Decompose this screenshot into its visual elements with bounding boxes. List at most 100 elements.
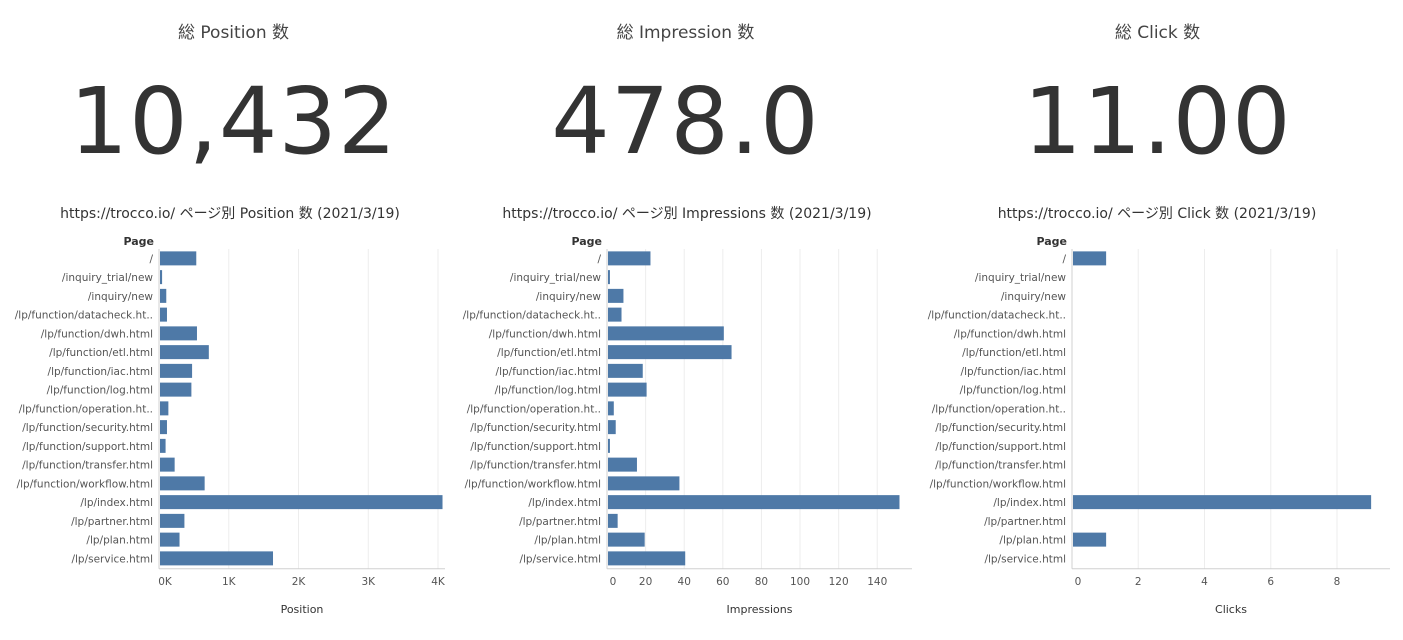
tick-label: 100	[790, 576, 810, 588]
tick-label: 1K	[222, 576, 237, 588]
category-label: /lp/index.html	[80, 497, 153, 509]
tick-label: 3K	[361, 576, 376, 588]
category-label: /lp/function/support.html	[935, 441, 1066, 453]
kpi-title: 総 Position 数	[178, 23, 289, 43]
category-label: /lp/function/etl.html	[962, 347, 1066, 359]
tick-label: 120	[829, 576, 849, 588]
bar	[608, 251, 651, 266]
bar	[160, 551, 274, 566]
x-axis-title: Position	[281, 603, 324, 616]
tick-label: 4K	[431, 576, 446, 588]
category-label: /lp/partner.html	[984, 516, 1066, 528]
category-label: /lp/plan.html	[86, 535, 153, 547]
category-header: Page	[123, 235, 154, 248]
category-label: /lp/function/iac.html	[496, 366, 601, 378]
category-label: /lp/partner.html	[71, 516, 153, 528]
bar	[608, 326, 724, 341]
category-label: /lp/function/security.html	[22, 422, 153, 434]
bar	[1073, 251, 1107, 266]
category-label: /	[1062, 253, 1066, 265]
tick-label: 80	[755, 576, 768, 588]
category-label: /lp/function/datacheck.ht..	[15, 310, 153, 322]
tick-label: 20	[639, 576, 652, 588]
bar	[160, 288, 167, 303]
bar	[160, 513, 185, 528]
tick-label: 140	[867, 576, 887, 588]
category-label: /lp/function/iac.html	[961, 366, 1066, 378]
impressions-bar-chart: Page / /inquiry_trial/new/inquiry/new/lp/f…	[463, 235, 912, 616]
category-label: /lp/function/support.html	[470, 441, 601, 453]
tick-label: 0K	[158, 576, 173, 588]
bar	[608, 551, 686, 566]
category-label: /lp/index.html	[528, 497, 601, 509]
category-label: /lp/function/datacheck.ht..	[928, 310, 1066, 322]
category-label: /lp/service.html	[984, 553, 1066, 565]
bar	[608, 363, 643, 378]
tick-label: 40	[678, 576, 691, 588]
tick-label: 60	[716, 576, 729, 588]
bar	[608, 345, 732, 360]
chart-title-impressions: https://trocco.io/ ページ別 Impressions 数 (2…	[502, 206, 872, 222]
bar	[160, 270, 163, 285]
bar	[160, 401, 169, 416]
category-label: /lp/function/operation.ht..	[467, 403, 601, 415]
category-label: /lp/function/operation.ht..	[19, 403, 153, 415]
bar	[160, 457, 175, 472]
category-label: /lp/plan.html	[999, 535, 1066, 547]
category-label: /lp/function/support.html	[22, 441, 153, 453]
category-label: /lp/function/security.html	[470, 422, 601, 434]
category-label: /lp/function/log.html	[960, 385, 1066, 397]
tick-label: 2K	[292, 576, 307, 588]
x-axis-title: Clicks	[1215, 603, 1247, 616]
bar	[608, 495, 900, 510]
category-label: /inquiry/new	[536, 291, 602, 303]
bar	[160, 476, 205, 491]
tick-label: 0	[1075, 576, 1082, 588]
chart-title-position: https://trocco.io/ ページ別 Position 数 (2021…	[60, 206, 400, 222]
tick-label: 6	[1267, 576, 1274, 588]
category-label: /lp/function/datacheck.ht..	[463, 310, 601, 322]
bar	[608, 401, 614, 416]
position-bar-chart: Page / /inquiry_trial/new/inquiry/new/lp/f…	[15, 235, 446, 616]
bar	[608, 513, 618, 528]
bar	[160, 382, 192, 397]
tick-label: 0	[610, 576, 617, 588]
category-label: /lp/function/etl.html	[497, 347, 601, 359]
bar	[160, 495, 443, 510]
category-label: /	[149, 253, 153, 265]
bar	[608, 420, 616, 435]
category-label: /lp/function/workflow.html	[465, 478, 601, 490]
category-label: /lp/function/dwh.html	[41, 328, 153, 340]
category-label: /lp/function/transfer.html	[935, 460, 1066, 472]
bar	[608, 438, 610, 453]
category-label: /lp/plan.html	[534, 535, 601, 547]
category-label: /lp/service.html	[71, 553, 153, 565]
x-axis-title: Impressions	[727, 603, 793, 616]
category-header: Page	[1036, 235, 1067, 248]
kpi-title: 総 Click 数	[1114, 23, 1201, 43]
category-label: /lp/function/transfer.html	[470, 460, 601, 472]
kpi-value: 10,432	[69, 68, 398, 175]
bar	[608, 382, 647, 397]
bar	[160, 532, 180, 547]
clicks-bar-chart: Page / /inquiry_trial/new/inquiry/new/lp/f…	[928, 235, 1390, 616]
category-label: /lp/partner.html	[519, 516, 601, 528]
category-header: Page	[571, 235, 602, 248]
tick-label: 4	[1201, 576, 1208, 588]
category-label: /inquiry_trial/new	[62, 272, 153, 284]
tick-label: 8	[1334, 576, 1341, 588]
category-label: /lp/function/log.html	[47, 385, 153, 397]
bar	[160, 251, 197, 266]
bar	[160, 420, 167, 435]
kpi-title: 総 Impression 数	[616, 23, 755, 43]
chart-title-clicks: https://trocco.io/ ページ別 Click 数 (2021/3/…	[997, 206, 1317, 222]
category-label: /inquiry/new	[1001, 291, 1067, 303]
bar	[160, 345, 209, 360]
bar	[608, 307, 622, 322]
category-label: /inquiry/new	[88, 291, 154, 303]
bar	[1073, 532, 1107, 547]
bar	[608, 476, 680, 491]
category-label: /inquiry_trial/new	[975, 272, 1066, 284]
bar	[1073, 495, 1372, 510]
bar	[160, 363, 193, 378]
